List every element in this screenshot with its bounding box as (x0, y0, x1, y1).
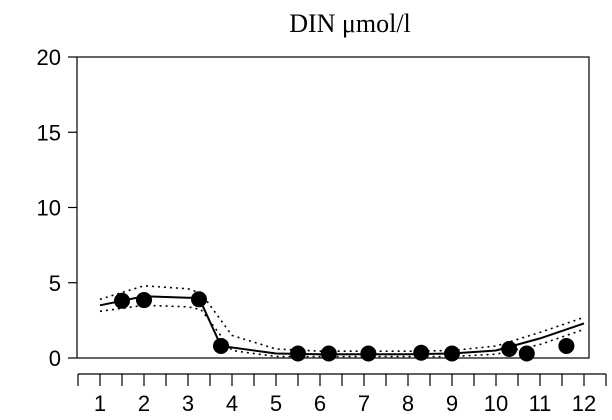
x-tick-label: 7 (358, 391, 370, 416)
data-point (290, 345, 306, 362)
upper-bound-line (99, 284, 585, 352)
data-point (114, 292, 130, 309)
data-point (191, 291, 207, 308)
data-point (558, 337, 575, 354)
data-point (518, 345, 535, 362)
y-tick-label: 5 (49, 271, 61, 296)
data-point (320, 345, 337, 362)
x-axis: 1 2 3 4 5 6 7 8 9 10 11 12 (77, 373, 607, 416)
y-axis: 0 5 10 15 20 (37, 45, 77, 371)
data-point (360, 345, 377, 362)
lower-bound-line (99, 304, 585, 358)
y-tick-label: 15 (37, 120, 61, 145)
chart-title: DIN μmol/l (289, 9, 411, 38)
x-tick-label: 11 (529, 391, 552, 416)
x-tick-label: 5 (270, 391, 282, 416)
data-point (444, 345, 460, 362)
x-tick-label: 10 (484, 391, 508, 416)
data-point (213, 337, 229, 354)
x-tick-label: 2 (138, 391, 150, 416)
x-tick-label: 1 (94, 391, 106, 416)
x-tick-label: 12 (572, 391, 596, 416)
x-tick-label: 3 (182, 391, 194, 416)
data-point (136, 292, 152, 309)
x-tick-label: 8 (402, 391, 414, 416)
x-tick-label: 6 (314, 391, 326, 416)
plot-frame (76, 56, 590, 359)
y-tick-label: 0 (49, 346, 61, 371)
x-tick-label: 9 (446, 391, 458, 416)
x-tick-label: 4 (226, 391, 238, 416)
points-layer (114, 291, 575, 362)
y-tick-label: 10 (37, 196, 61, 221)
data-point (501, 340, 518, 357)
data-point (413, 344, 430, 361)
y-tick-label: 20 (37, 45, 61, 70)
